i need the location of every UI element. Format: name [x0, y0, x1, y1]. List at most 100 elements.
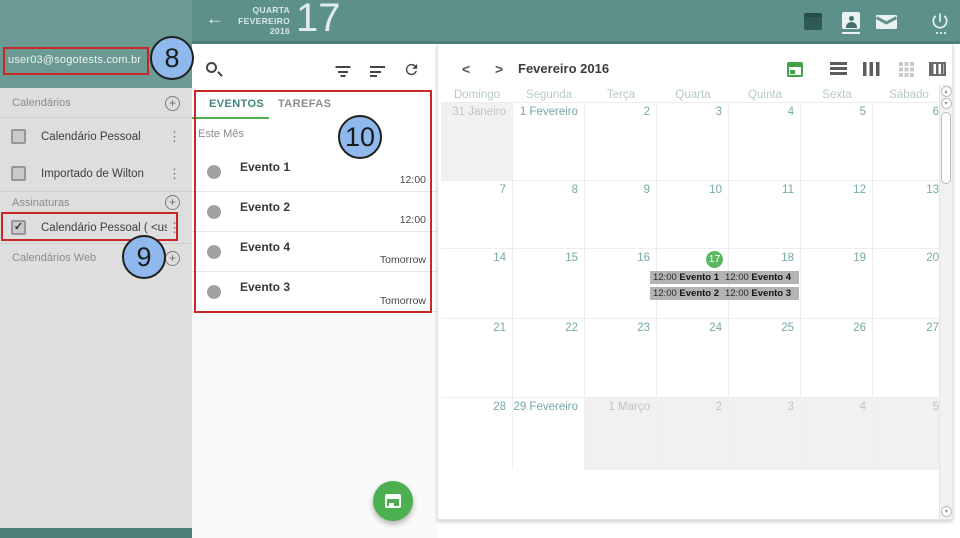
- filter-icon[interactable]: [335, 66, 351, 78]
- calendar-day-cell[interactable]: 20: [873, 249, 945, 318]
- date-number: 29 Fevereiro: [513, 401, 578, 413]
- day-view-icon[interactable]: [830, 62, 847, 76]
- calendar-day-cell[interactable]: 1 Março: [585, 398, 657, 470]
- day-of-week-label: Quarta: [675, 89, 711, 101]
- mail-module-icon[interactable]: [876, 11, 898, 33]
- refresh-icon[interactable]: [403, 61, 421, 79]
- calendar-day-cell[interactable]: 11: [729, 181, 801, 248]
- event-chip[interactable]: 12:00 Evento 4: [722, 271, 799, 284]
- calendar-day-cell[interactable]: 19: [801, 249, 873, 318]
- calendar-day-cell[interactable]: 31 Janeiro: [441, 103, 513, 180]
- contacts-module-icon[interactable]: [840, 11, 862, 34]
- calendar-day-cell[interactable]: 28: [441, 398, 513, 470]
- calendar-day-cell[interactable]: 15: [513, 249, 585, 318]
- sidebar-calendar-item[interactable]: ✓ Calendário Pessoal ( <user... ⋮: [0, 213, 192, 242]
- new-event-fab[interactable]: [373, 481, 413, 521]
- sidebar-calendar-item[interactable]: Importado de Wilton ⋮: [0, 155, 192, 192]
- week-view-icon[interactable]: [863, 62, 880, 76]
- tab-eventos[interactable]: EVENTOS: [209, 98, 265, 110]
- scroll-thumb[interactable]: [941, 112, 951, 184]
- calendar-day-cell[interactable]: 24: [657, 319, 729, 397]
- event-chip[interactable]: 12:00 Evento 1: [650, 271, 727, 284]
- scroll-down-button[interactable]: ▾: [940, 98, 952, 109]
- calendar-day-cell[interactable]: 14: [441, 249, 513, 318]
- scroll-up-button[interactable]: ▴: [940, 86, 952, 97]
- date-number: 9: [643, 184, 650, 196]
- logout-power-icon[interactable]: [930, 11, 952, 33]
- calendar-day-cell[interactable]: 21: [441, 319, 513, 397]
- date-number: 26: [853, 322, 866, 334]
- next-month-button[interactable]: >: [495, 61, 504, 77]
- date-number: 11: [782, 184, 794, 196]
- event-chip[interactable]: 12:00 Evento 3: [722, 287, 799, 300]
- event-color-dot: [207, 245, 221, 259]
- multiweek-view-icon[interactable]: [929, 62, 946, 76]
- calendar-day-cell[interactable]: 9: [585, 181, 657, 248]
- calendar-day-cell[interactable]: 17 12:00 Evento 1 12:00 Evento 2: [650, 249, 729, 318]
- calendar-day-cell[interactable]: 22: [513, 319, 585, 397]
- event-list-item[interactable]: Evento 4 Tomorrow: [192, 232, 437, 272]
- event-list-item[interactable]: Evento 3 Tomorrow: [192, 272, 437, 312]
- item-menu-icon[interactable]: ⋮: [168, 165, 181, 181]
- calendar-day-cell[interactable]: 3: [657, 103, 729, 180]
- calendar-checkbox[interactable]: ✓: [11, 220, 26, 235]
- calendar-day-cell[interactable]: 29 Fevereiro: [513, 398, 585, 470]
- today-view-icon[interactable]: [787, 62, 803, 77]
- calendar-day-cell[interactable]: 26: [801, 319, 873, 397]
- week-row: 7 8 9 10 11 12 13: [441, 180, 945, 248]
- date-number: 25: [781, 322, 794, 334]
- calendar-module-icon[interactable]: [802, 11, 824, 33]
- calendar-day-cell[interactable]: 3: [729, 398, 801, 470]
- calendar-checkbox[interactable]: [11, 129, 26, 144]
- calendar-day-cell[interactable]: 5: [873, 398, 945, 470]
- calendar-day-cell[interactable]: 2: [585, 103, 657, 180]
- calendar-day-cell[interactable]: 2: [657, 398, 729, 470]
- calendar-day-cell[interactable]: 16: [585, 249, 657, 318]
- user-avatar-icon: [18, 7, 44, 33]
- calendar-day-cell[interactable]: 6: [873, 103, 945, 180]
- back-button[interactable]: ←: [206, 9, 223, 28]
- calendar-day-cell[interactable]: 5: [801, 103, 873, 180]
- calendar-checkbox[interactable]: [11, 166, 26, 181]
- item-menu-icon[interactable]: ⋮: [168, 219, 181, 235]
- date-number: 31 Janeiro: [452, 106, 506, 118]
- calendar-day-cell[interactable]: 10: [657, 181, 729, 248]
- calendar-day-cell[interactable]: 7: [441, 181, 513, 248]
- search-icon[interactable]: [206, 62, 217, 73]
- date-number: 3: [787, 401, 794, 413]
- scroll-bottom-button[interactable]: ▾: [941, 506, 952, 517]
- sort-icon[interactable]: [370, 66, 386, 78]
- add-web-calendar-icon[interactable]: +: [165, 250, 180, 266]
- calendar-label: Importado de Wilton: [41, 167, 144, 180]
- date-number: 7: [499, 184, 506, 196]
- calendar-day-cell[interactable]: 23: [585, 319, 657, 397]
- calendar-day-cell[interactable]: 18 12:00 Evento 4 12:00 Evento 3: [722, 249, 801, 318]
- calendar-day-cell[interactable]: 1 Fevereiro: [513, 103, 585, 180]
- calendar-day-cell[interactable]: 25: [729, 319, 801, 397]
- day-of-week-label: Quinta: [748, 89, 782, 101]
- day-of-week-label: Segunda: [525, 89, 573, 101]
- calendar-day-cell[interactable]: 8: [513, 181, 585, 248]
- calendar-day-cell[interactable]: 12: [801, 181, 873, 248]
- date-number: 10: [709, 184, 722, 196]
- calendar-day-cell[interactable]: 4: [801, 398, 873, 470]
- previous-month-button[interactable]: <: [462, 61, 471, 77]
- event-title: Evento 1: [240, 160, 291, 174]
- sidebar-calendar-item[interactable]: Calendário Pessoal ⋮: [0, 118, 192, 155]
- add-subscription-icon[interactable]: +: [165, 195, 180, 210]
- calendar-day-cell[interactable]: 27: [873, 319, 945, 397]
- event-list-item[interactable]: Evento 2 12:00: [192, 192, 437, 232]
- event-chip[interactable]: 12:00 Evento 2: [650, 287, 727, 300]
- active-tab-indicator: [192, 117, 269, 119]
- sidebar-user-header: user03@sogotests.com.br: [0, 0, 192, 88]
- add-calendar-icon[interactable]: +: [165, 95, 180, 111]
- tab-tarefas[interactable]: TAREFAS: [278, 98, 332, 110]
- item-menu-icon[interactable]: ⋮: [168, 128, 181, 144]
- event-time: Tomorrow: [379, 254, 426, 266]
- event-list-item[interactable]: Evento 1 12:00: [192, 152, 437, 192]
- calendar-day-cell[interactable]: 4: [729, 103, 801, 180]
- scrollbar[interactable]: ▴ ▾ ▾: [939, 85, 952, 519]
- calendar-day-cell[interactable]: 13: [873, 181, 945, 248]
- month-view-icon[interactable]: [899, 62, 916, 78]
- date-number: 27: [926, 322, 939, 334]
